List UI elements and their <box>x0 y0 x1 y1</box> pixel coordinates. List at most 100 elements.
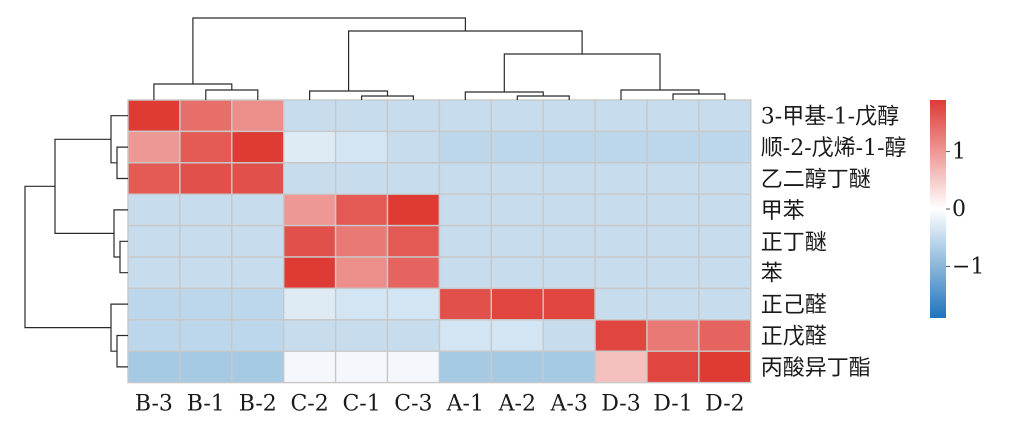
heatmap-cell <box>698 224 752 258</box>
dendrogram-link <box>503 53 661 92</box>
row-label: 正己醛 <box>761 293 827 318</box>
heatmap-cell <box>698 319 752 352</box>
heatmap-cell <box>490 130 544 164</box>
column-label: B-2 <box>239 392 277 417</box>
heatmap-cell <box>334 162 389 195</box>
heatmap-cell <box>490 287 544 321</box>
dendrogram-link <box>54 138 114 234</box>
heatmap-cell <box>231 287 285 321</box>
row-label: 顺-2-戊烯-1-醇 <box>761 136 907 161</box>
heatmap-cell <box>594 130 648 164</box>
heatmap-cell <box>179 224 233 258</box>
heatmap-cell <box>438 193 492 227</box>
dendrogram-link <box>110 115 128 164</box>
heatmap-cell <box>490 350 544 384</box>
dendrogram-link <box>192 17 466 84</box>
heatmap-cell <box>334 99 389 133</box>
column-label: A-2 <box>498 392 536 417</box>
heatmap-cell <box>127 162 181 195</box>
heatmap-cell <box>179 319 233 352</box>
heatmap-cell <box>490 319 544 352</box>
heatmap-cell <box>698 193 752 227</box>
heatmap-cell <box>386 319 441 352</box>
heatmap-cell <box>698 162 752 195</box>
dendrogram-link <box>116 334 128 368</box>
column-label: B-3 <box>135 392 173 417</box>
column-labels: B-3 B-1 B-2 C-2 C-1 C-3 A-1 A-2 A-3 D-3 D-1 D-2 <box>135 392 745 417</box>
heatmap-cell <box>386 162 441 195</box>
heatmap-cell <box>594 350 648 384</box>
dendrogram-link <box>24 185 111 329</box>
row-label: 乙二醇丁醚 <box>761 168 871 193</box>
heatmap-cell <box>594 99 648 133</box>
row-dendrogram <box>24 115 128 368</box>
heatmap-cell <box>127 224 181 258</box>
dendrogram-link <box>620 89 700 100</box>
legend-colorbar <box>930 100 946 318</box>
heatmap-cell <box>334 193 389 227</box>
dendrogram-link <box>672 93 726 100</box>
dendrogram-link <box>119 240 128 274</box>
heatmap-cell <box>127 287 181 321</box>
heatmap-cell <box>127 256 181 290</box>
column-label: C-3 <box>394 392 432 417</box>
column-label: B-1 <box>187 392 225 417</box>
column-label: C-1 <box>342 392 380 417</box>
heatmap-cell <box>646 130 700 164</box>
row-label: 3-甲基-1-戊醇 <box>761 105 899 130</box>
row-label: 正戊醛 <box>761 325 827 350</box>
heatmap-cell <box>438 350 492 384</box>
heatmap-cell <box>542 130 596 164</box>
heatmap-cell <box>231 99 285 133</box>
heatmap-cell <box>646 287 700 321</box>
heatmap-cell <box>283 193 337 227</box>
heatmap-cell <box>179 256 233 290</box>
heatmap-cell <box>231 256 285 290</box>
row-labels: 3-甲基-1-戊醇顺-2-戊烯-1-醇乙二醇丁醚甲苯正丁醚苯正己醛正戊醛丙酸异丁… <box>761 105 907 381</box>
heatmap-cell <box>231 319 285 352</box>
heatmap-cell <box>386 99 441 133</box>
heatmap-cell <box>646 162 700 195</box>
row-label: 苯 <box>761 262 783 287</box>
heatmap-cell <box>231 193 285 227</box>
row-label: 正丁醚 <box>761 230 827 255</box>
heatmap-cell <box>490 99 544 133</box>
heatmap-cell <box>334 350 389 384</box>
heatmap-cell <box>438 130 492 164</box>
heatmap-cell <box>646 224 700 258</box>
heatmap-cell <box>646 350 700 384</box>
heatmap-cell <box>542 256 596 290</box>
dendrogram-link <box>110 303 128 352</box>
column-label: D-3 <box>601 392 640 417</box>
heatmap-cell <box>386 350 441 384</box>
heatmap-cell <box>334 319 389 352</box>
heatmap-cell <box>542 224 596 258</box>
dendrogram-link <box>205 89 259 100</box>
row-label: 甲苯 <box>761 199 805 224</box>
heatmap-cell <box>334 224 389 258</box>
heatmap-cell <box>698 99 752 133</box>
heatmap-cell <box>127 193 181 227</box>
heatmap-cell <box>490 193 544 227</box>
heatmap-cell <box>542 287 596 321</box>
heatmap-cell <box>438 319 492 352</box>
heatmap-cell <box>646 193 700 227</box>
heatmap-cell <box>646 99 700 133</box>
heatmap-cell <box>283 287 337 321</box>
column-dendrogram <box>153 17 726 100</box>
heatmap-cell <box>231 130 285 164</box>
heatmap-cell <box>283 350 337 384</box>
dendrogram-link <box>113 209 128 258</box>
heatmap-cell <box>438 162 492 195</box>
heatmap-cell <box>334 287 389 321</box>
column-label: D-1 <box>653 392 692 417</box>
dendrogram-link <box>116 146 128 180</box>
heatmap-cell <box>283 130 337 164</box>
dendrogram-link <box>153 83 233 100</box>
heatmap-cell <box>542 319 596 352</box>
heatmap-cell <box>438 224 492 258</box>
heatmap-cell <box>386 130 441 164</box>
heatmap-cell <box>127 350 181 384</box>
heatmap-cell <box>646 256 700 290</box>
legend-tick-label: 0 <box>952 197 966 222</box>
